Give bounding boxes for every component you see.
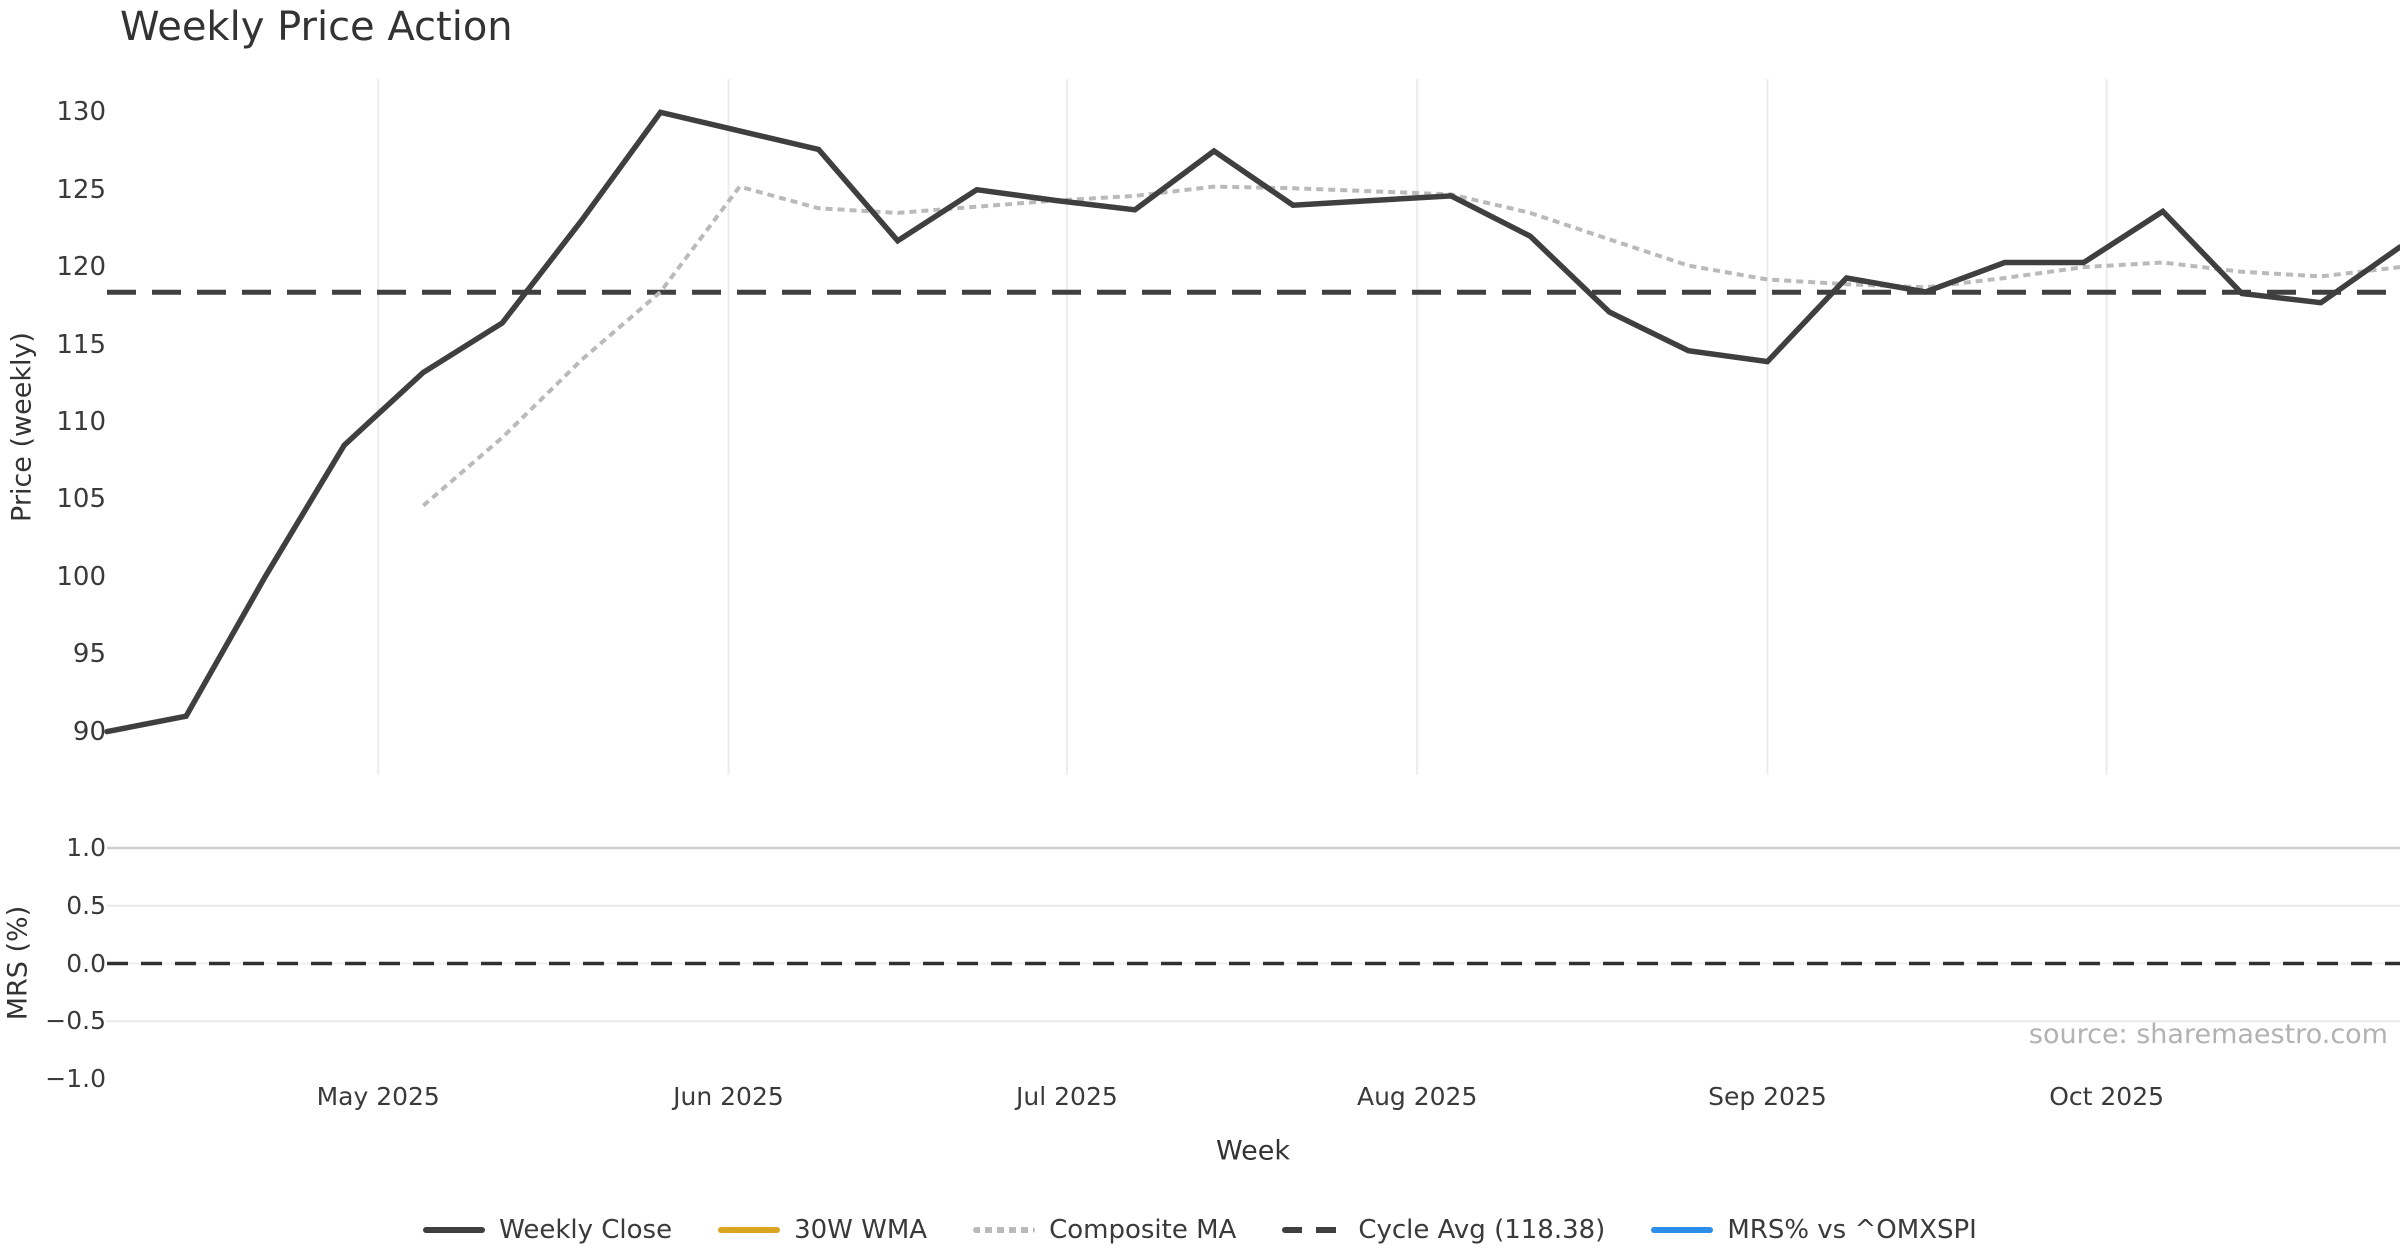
legend-label: Weekly Close	[499, 1215, 673, 1245]
legend-swatch-solid-icon	[1651, 1227, 1714, 1233]
month-tick: Jul 2025	[1016, 1082, 1118, 1111]
price-tick: 125	[56, 174, 106, 205]
composite-ma-line	[421, 184, 2400, 508]
price-tick: 130	[56, 97, 106, 128]
legend-label: Cycle Avg (118.38)	[1358, 1215, 1606, 1245]
legend-label: 30W WMA	[794, 1215, 928, 1245]
legend-item: 30W WMA	[718, 1215, 927, 1245]
price-tick: 95	[72, 639, 106, 670]
source-note: source: sharemaestro.com	[2028, 1019, 2388, 1050]
mrs-tick: −1.0	[45, 1064, 106, 1093]
month-tick: Oct 2025	[2049, 1082, 2165, 1111]
month-tick: Jun 2025	[673, 1082, 784, 1111]
legend-item: Composite MA	[973, 1215, 1236, 1245]
weekly-close-line	[104, 109, 2400, 735]
price-tick: 100	[56, 561, 106, 592]
mrs-tick: −0.5	[45, 1006, 106, 1036]
legend-swatch-solid-icon	[423, 1227, 486, 1233]
month-tick: Sep 2025	[1708, 1082, 1827, 1111]
mrs-tick: 0.5	[66, 890, 106, 920]
legend-swatch-solid-icon	[718, 1227, 781, 1233]
chart-title: Weekly Price Action	[120, 4, 513, 50]
legend-swatch-dashed-icon	[1282, 1227, 1345, 1233]
legend: Weekly Close 30W WMA Composite MA Cycle Avg…	[0, 1206, 2400, 1254]
legend-swatch-dotted-icon	[973, 1227, 1036, 1233]
price-tick: 115	[56, 329, 106, 360]
price-tick: 110	[56, 406, 106, 437]
legend-item: MRS% vs ^OMXSPI	[1651, 1215, 1977, 1245]
legend-item: Cycle Avg (118.38)	[1282, 1215, 1605, 1245]
legend-label: MRS% vs ^OMXSPI	[1727, 1215, 1977, 1245]
legend-item: Weekly Close	[423, 1215, 672, 1245]
week-axis-label: Week	[1216, 1135, 1290, 1167]
mrs-tick: 1.0	[66, 833, 106, 862]
legend-label: Composite MA	[1049, 1215, 1237, 1245]
mrs-tick: 0.0	[66, 948, 106, 978]
price-tick: 90	[72, 716, 106, 747]
price-tick: 105	[56, 484, 106, 515]
month-tick: May 2025	[316, 1082, 440, 1111]
price-tick: 120	[56, 252, 106, 283]
month-tick: Aug 2025	[1356, 1082, 1478, 1111]
